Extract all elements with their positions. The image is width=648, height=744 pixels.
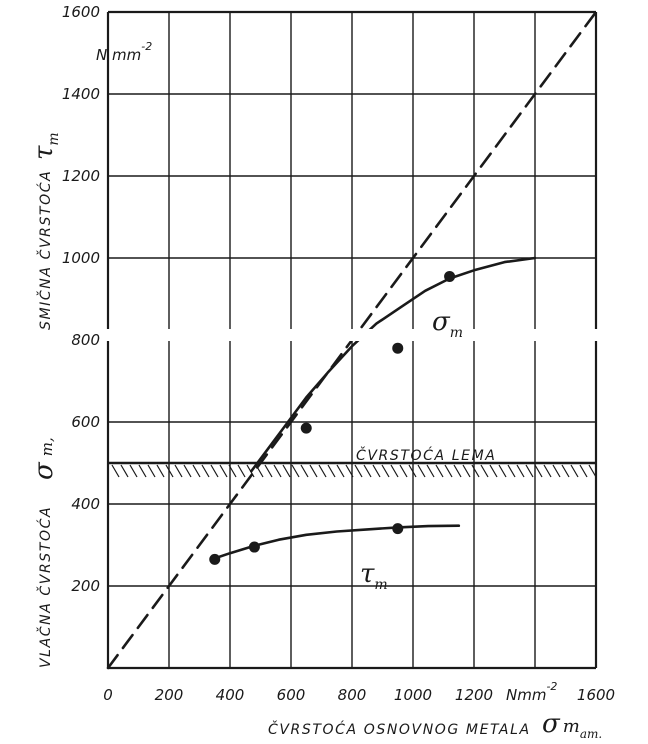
series-label-sigma-m: σm — [432, 307, 463, 341]
y-axis-symbol-top: τm — [29, 132, 62, 160]
data-point-series-0 — [300, 422, 312, 434]
hatch-stroke — [318, 464, 327, 478]
hatch-stroke — [138, 464, 147, 478]
y-axis-label-bottom: VLAČNA ČVRSTOĆA σm, — [29, 437, 59, 668]
hatch-stroke — [192, 464, 201, 478]
x-tick-label: 0 — [103, 686, 113, 704]
data-point-series-0 — [392, 342, 404, 354]
y-tick-label: 400 — [71, 495, 100, 513]
x-tick-label: 1000 — [394, 686, 432, 704]
hatch-stroke — [552, 464, 561, 478]
series-curve-0 — [250, 256, 537, 473]
y-tick-label: 1000 — [62, 249, 100, 267]
hatch-stroke — [516, 464, 525, 478]
hatch-stroke — [336, 464, 345, 478]
y-axis-label-bottom-text: VLAČNA ČVRSTOĆA — [36, 506, 54, 668]
hatch-stroke — [210, 464, 219, 478]
hatch-stroke — [543, 464, 552, 478]
hatch-stroke — [480, 464, 489, 478]
hatch-stroke — [264, 464, 273, 478]
hatch-stroke — [525, 464, 534, 478]
x-unit: Nmm-2 — [506, 680, 557, 704]
hatch-stroke — [372, 464, 381, 478]
x-tick-label: 400 — [216, 686, 245, 704]
hatch-stroke — [345, 464, 354, 478]
hatch-stroke — [219, 464, 228, 478]
solder-strength-hatch — [108, 461, 597, 478]
hatch-stroke — [561, 464, 570, 478]
y-tick-label: 800 — [71, 331, 100, 349]
hatch-stroke — [579, 464, 588, 478]
data-point-series-0 — [444, 270, 456, 282]
hatch-stroke — [453, 464, 462, 478]
hatch-stroke — [165, 464, 174, 478]
hatch-stroke — [183, 464, 192, 478]
x-axis-label: ČVRSTOĆA OSNOVNOG METALA — [268, 720, 531, 738]
hatch-stroke — [534, 464, 543, 478]
hatch-stroke — [111, 464, 120, 478]
hatch-stroke — [444, 464, 453, 478]
x-tick-label: 1200 — [455, 686, 493, 704]
hatch-stroke — [507, 464, 516, 478]
x-tick-label: 800 — [338, 686, 367, 704]
hatch-stroke — [309, 464, 318, 478]
y-tick-label: 1200 — [62, 167, 100, 185]
hatch-stroke — [570, 464, 579, 478]
hatch-stroke — [147, 464, 156, 478]
y-tick-label: 200 — [71, 577, 100, 595]
hatch-stroke — [363, 464, 372, 478]
y-tick-label: 600 — [71, 413, 100, 431]
data-point-series-1 — [392, 523, 404, 535]
hatch-stroke — [471, 464, 480, 478]
axis-break-gap — [100, 329, 620, 341]
data-point-series-1 — [248, 541, 260, 553]
hatch-stroke — [237, 464, 246, 478]
hatch-stroke — [156, 464, 165, 478]
solder-strength-label: ČVRSTOĆA LEMA — [356, 446, 496, 464]
hatch-stroke — [273, 464, 282, 478]
data-point-series-1 — [209, 553, 221, 565]
hatch-stroke — [327, 464, 336, 478]
hatch-stroke — [291, 464, 300, 478]
hatch-stroke — [354, 464, 363, 478]
hatch-stroke — [381, 464, 390, 478]
y-tick-label: 1400 — [62, 85, 100, 103]
tick-labels: 0 200 400 600 800 1000 1200 1600 200 400 600 800 100… — [62, 3, 615, 704]
hatch-stroke — [489, 464, 498, 478]
x-tick-label: 200 — [155, 686, 184, 704]
hatch-stroke — [201, 464, 210, 478]
hatch-stroke — [390, 464, 399, 478]
y-unit: N mm-2 — [96, 40, 152, 64]
y-axis-label-top-text: SMIČNA ČVRSTOĆA — [36, 170, 54, 330]
hatch-stroke — [282, 464, 291, 478]
y-axis-label-top: SMIČNA ČVRSTOĆA τm — [29, 132, 62, 330]
hatch-stroke — [129, 464, 138, 478]
x-tick-label: 600 — [277, 686, 306, 704]
y-axis-symbol-bottom: σm, — [29, 437, 59, 480]
hatch-stroke — [588, 464, 597, 478]
hatch-stroke — [174, 464, 183, 478]
hatch-stroke — [120, 464, 129, 478]
hatch-stroke — [498, 464, 507, 478]
hatch-stroke — [462, 464, 471, 478]
x-tick-label: 1600 — [577, 686, 615, 704]
data-points — [209, 270, 456, 565]
hatch-stroke — [399, 464, 408, 478]
hatch-stroke — [435, 464, 444, 478]
hatch-stroke — [300, 464, 309, 478]
series-curve-1 — [210, 524, 461, 561]
hatch-stroke — [417, 464, 426, 478]
series-label-tau-m: τm — [360, 559, 388, 593]
hatch-stroke — [228, 464, 237, 478]
x-axis-symbol: σ mam. — [542, 709, 602, 741]
y-tick-label: 1600 — [62, 3, 100, 21]
hatch-stroke — [426, 464, 435, 478]
hatch-stroke — [408, 464, 417, 478]
